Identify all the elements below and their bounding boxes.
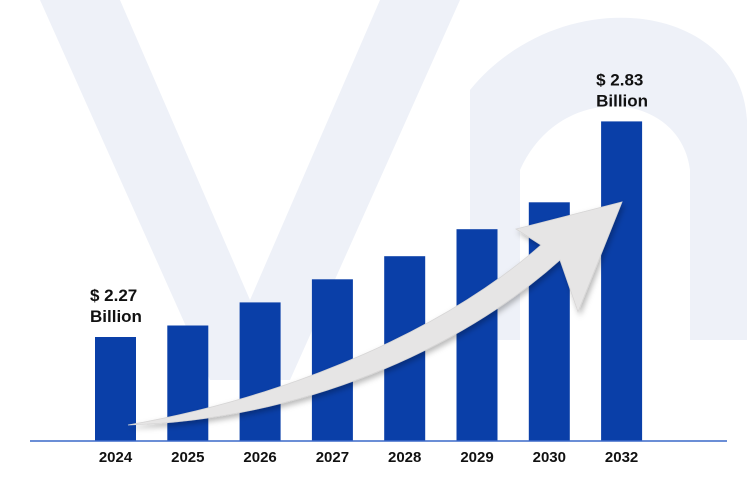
- bar-2029: [456, 229, 498, 441]
- x-tick-label-2030: 2030: [533, 449, 566, 466]
- annotation-value-2024: $ 2.27: [90, 286, 137, 305]
- bar-2024: [95, 337, 136, 441]
- annotation-2032: $ 2.83 Billion: [596, 70, 648, 110]
- annotation-unit-2032: Billion: [596, 91, 648, 110]
- annotation-unit-2024: Billion: [90, 307, 142, 326]
- annotation-2024: $ 2.27 Billion: [90, 286, 142, 326]
- bar-2032: [601, 121, 643, 442]
- watermark-logo: [40, 0, 747, 380]
- bar-2025: [167, 325, 209, 441]
- x-tick-label-2025: 2025: [171, 449, 204, 466]
- x-tick-labels: 2024 2025 2026 2027 2028 2029 2030 2032: [99, 449, 638, 466]
- value-annotations: $ 2.27 Billion $ 2.83 Billion: [90, 70, 648, 326]
- bar-2026: [239, 302, 281, 441]
- x-tick-label-2029: 2029: [460, 449, 493, 466]
- x-tick-label-2032: 2032: [605, 449, 638, 466]
- x-tick-label-2027: 2027: [316, 449, 349, 466]
- annotation-value-2032: $ 2.83: [596, 70, 643, 89]
- bar-2027: [311, 279, 353, 441]
- x-tick-label-2028: 2028: [388, 449, 421, 466]
- trend-arrow: [127, 201, 623, 426]
- x-tick-label-2026: 2026: [243, 449, 276, 466]
- x-tick-label-2024: 2024: [99, 449, 133, 466]
